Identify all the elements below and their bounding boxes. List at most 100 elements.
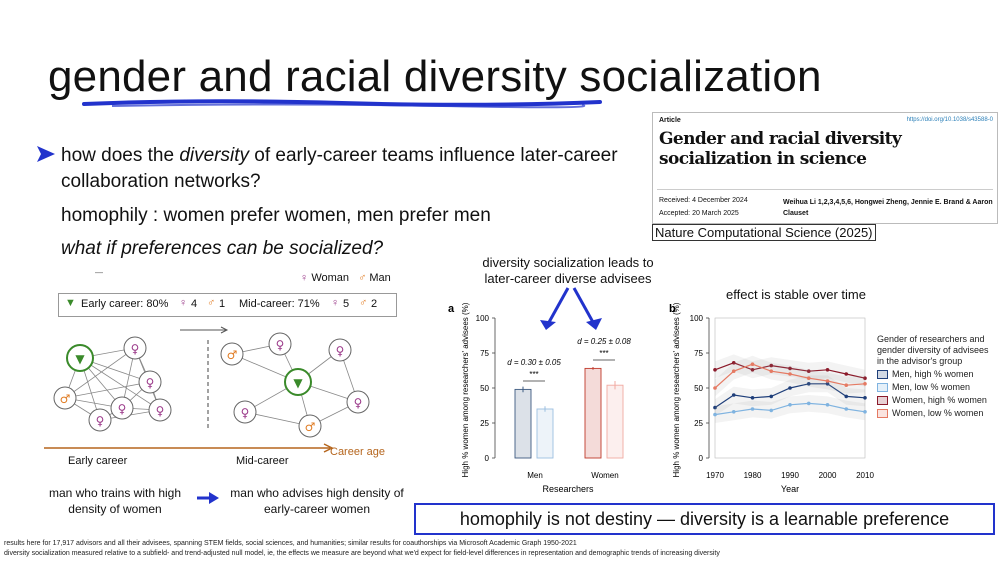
data-point xyxy=(713,405,717,410)
svg-text:♂: ♂ xyxy=(305,420,316,434)
y-axis-label: High % women among researchers' advisees… xyxy=(672,302,681,477)
chart-b-lines xyxy=(713,354,867,423)
svg-text:♀: ♀ xyxy=(156,404,165,418)
article-received: Received: 4 December 2024 xyxy=(659,197,748,204)
legend-item: Men, low % women xyxy=(877,382,997,393)
data-point xyxy=(806,401,811,406)
y-tick-label: 0 xyxy=(485,454,490,463)
man-count-icon: ♂ xyxy=(207,297,216,309)
x-tick-label: 2000 xyxy=(819,471,837,480)
data-point xyxy=(863,396,867,400)
svg-text:▼: ▼ xyxy=(293,376,303,390)
focal-person-icon: ▼ xyxy=(65,297,76,309)
data-point xyxy=(806,369,811,373)
question-1: how does the diversity of early-career t… xyxy=(61,145,618,192)
data-point xyxy=(863,382,867,386)
early-career-label: Early career: 80% xyxy=(81,298,169,310)
legend-item: Women, low % women xyxy=(877,408,997,419)
data-point xyxy=(825,403,830,407)
footnote-1: results here for 17,917 advisors and all… xyxy=(4,540,577,547)
chart-a: a 0 25 50 75 100 High % women among researche… xyxy=(448,302,631,494)
data-point xyxy=(788,403,792,407)
article-authors: Weihua Li 1,2,3,4,5,6, Hongwei Zheng, Je… xyxy=(783,199,993,217)
bar xyxy=(536,408,554,459)
note-socialization: diversity socialization leads to later-c… xyxy=(482,255,654,286)
data-point xyxy=(713,386,717,390)
legend-woman-label: Woman xyxy=(311,272,350,284)
legend-label: Women, low % women xyxy=(892,408,984,418)
svg-text:♂: ♂ xyxy=(227,348,238,362)
woman-icon: ♀ xyxy=(300,272,309,284)
panel-b-letter: b xyxy=(669,303,676,315)
woman-count-icon: ♀ xyxy=(331,297,340,309)
label-man-advises: man who advises high density of early-ca… xyxy=(230,486,404,516)
chart-b-axis: 0 25 50 75 100 1970 1980 1990 2000 2010 High % wom… xyxy=(672,302,874,494)
legend-item: Women, high % women xyxy=(877,395,997,406)
x-tick-label: 2010 xyxy=(856,471,874,480)
legend-title: Gender of researchers and gender diversi… xyxy=(877,334,989,366)
svg-text:♀: ♀ xyxy=(146,376,155,390)
svg-text:♀: ♀ xyxy=(241,406,250,420)
y-tick-label: 100 xyxy=(476,314,490,323)
mid-career-caption: Mid-career xyxy=(236,455,289,467)
data-point xyxy=(731,369,736,373)
svg-text:▼: ▼ xyxy=(75,352,85,366)
article-kind: Article xyxy=(659,117,681,124)
legend-swatch xyxy=(877,409,888,418)
legend-man-label: Man xyxy=(369,272,391,284)
svg-text:♀: ♀ xyxy=(276,338,285,352)
data-point xyxy=(788,372,792,376)
data-point xyxy=(788,366,792,371)
title-underline xyxy=(82,99,602,109)
data-point xyxy=(844,394,849,399)
legend-swatch xyxy=(877,383,888,392)
man-count-icon: ♂ xyxy=(359,297,368,309)
question-2: homophily : women prefer women, men pref… xyxy=(61,205,491,226)
x-tick-label: Women xyxy=(591,471,618,480)
man-icon: ♂ xyxy=(358,272,367,284)
bar xyxy=(606,384,624,459)
right-arrow-icon xyxy=(197,492,219,504)
svg-text:♀: ♀ xyxy=(131,342,140,356)
mid-career-label: Mid-career: 71% xyxy=(239,298,320,310)
data-point xyxy=(863,410,867,414)
data-point xyxy=(825,379,830,383)
data-point xyxy=(788,386,792,390)
early-career-caption: Early career xyxy=(68,455,128,467)
chart-a-axis: 0 25 50 75 100 High % women among researchers… xyxy=(461,302,619,494)
data-point xyxy=(769,408,774,413)
dash-mark: — xyxy=(95,268,103,277)
arrow-bullet-icon xyxy=(37,146,55,162)
data-point xyxy=(750,368,755,372)
woman-count-icon: ♀ xyxy=(179,297,188,309)
x-tick-label: Men xyxy=(527,471,543,480)
y-tick-label: 25 xyxy=(480,419,489,428)
svg-text:♂: ♂ xyxy=(60,392,71,406)
data-point xyxy=(844,407,849,411)
article-header-image: Article https://doi.org/10.1038/s43588-0… xyxy=(652,112,998,224)
data-point xyxy=(750,396,755,400)
data-point xyxy=(825,382,830,386)
y-tick-label: 50 xyxy=(480,384,489,393)
career-age-caption: Career age xyxy=(330,446,386,458)
y-tick-label: 25 xyxy=(694,419,703,428)
sig-label: *** xyxy=(529,370,538,379)
y-tick-label: 75 xyxy=(480,349,489,358)
data-point xyxy=(750,362,755,366)
slide-title: gender and racial diversity socializatio… xyxy=(48,52,822,101)
legend-label: Women, high % women xyxy=(892,395,987,405)
data-point xyxy=(863,376,867,380)
bar xyxy=(584,367,602,459)
mid-women-count: 5 xyxy=(343,298,350,310)
article-accepted: Accepted: 20 March 2025 xyxy=(659,210,739,217)
y-tick-label: 75 xyxy=(694,349,703,358)
chart-b: b 0 25 50 75 100 1970 1980 1990 2000 2010 High % w… xyxy=(669,302,874,494)
data-point xyxy=(731,361,736,365)
gender-legend: ♀ Woman ♂ Man xyxy=(300,272,391,284)
x-tick-label: 1980 xyxy=(744,471,762,480)
data-point xyxy=(825,368,830,372)
question-3: what if preferences can be socialized? xyxy=(61,238,384,259)
effect-size-label: d = 0.25 ± 0.08 xyxy=(577,337,631,346)
y-axis-label: High % women among researchers' advisees… xyxy=(461,302,470,477)
mid-men-count: 2 xyxy=(371,298,378,310)
